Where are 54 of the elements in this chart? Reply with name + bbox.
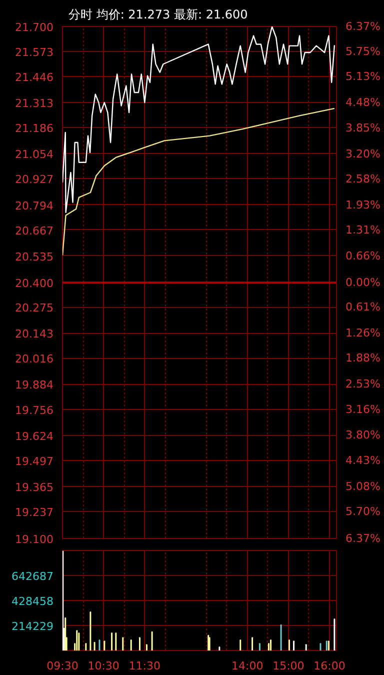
y-tick-label: 19.365 [15, 480, 54, 494]
y2-tick-label: 1.88% [346, 352, 380, 365]
y-tick-label: 20.400 [15, 277, 54, 290]
y-tick-label: 20.143 [15, 328, 54, 341]
y2-tick-label: 0.61% [346, 300, 380, 314]
y2-tick-label: 4.48% [346, 96, 380, 109]
y-tick-label: 20.016 [15, 352, 54, 366]
y2-tick-label: 6.37% [346, 532, 380, 545]
y2-tick-label: 3.20% [346, 147, 380, 160]
y2-tick-label: 3.85% [346, 121, 380, 134]
y2-tick-label: 2.53% [346, 378, 380, 391]
y-tick-label: 20.535 [15, 250, 54, 264]
y2-tick-label: 3.16% [346, 402, 380, 416]
y-tick-label: 20.927 [15, 173, 54, 186]
x-tick-label: 14:00 [232, 660, 264, 672]
y-tick-label: 20.794 [15, 199, 54, 212]
y-tick-label: 20.667 [15, 224, 54, 238]
line-series [62, 26, 336, 213]
y-tick-label: 20.275 [15, 302, 54, 315]
y-tick-label: 19.100 [15, 533, 54, 546]
y2-tick-label: 4.43% [346, 454, 380, 468]
x-tick-label: 16:00 [314, 660, 346, 672]
x-tick-label: 11:30 [128, 660, 161, 672]
y-tick-label: 19.237 [15, 506, 54, 520]
y2-tick-label: 6.37% [346, 20, 380, 33]
y-tick-label: 21.054 [15, 148, 54, 162]
x-tick-label: 09:30 [46, 660, 78, 672]
y-tick-label: 19.756 [15, 404, 54, 417]
y2-tick-label: 0.66% [346, 249, 380, 262]
y-tick-label: 21.700 [15, 21, 54, 34]
y2-tick-label: 0.00% [346, 276, 380, 289]
y-tick-label: 214229 [12, 620, 54, 633]
y2-tick-label: 5.75% [346, 44, 380, 58]
y2-tick-label: 5.08% [346, 480, 380, 494]
y2-tick-label: 2.58% [346, 172, 380, 186]
y-tick-label: 21.313 [15, 97, 54, 110]
x-tick-label: 15:00 [272, 660, 304, 672]
y2-tick-label: 1.31% [346, 223, 380, 236]
y-tick-label: 21.573 [15, 46, 54, 60]
y2-tick-label: 3.80% [346, 428, 380, 442]
y-tick-label: 21.186 [15, 122, 54, 136]
y2-tick-label: 1.93% [346, 198, 380, 212]
y2-tick-label: 5.70% [346, 505, 380, 518]
line-series [62, 108, 336, 256]
y2-tick-label: 5.13% [346, 70, 380, 83]
y-tick-label: 19.497 [15, 454, 54, 468]
y-tick-label: 19.624 [15, 430, 54, 443]
x-tick-label: 10:30 [88, 660, 120, 672]
y-tick-label: 19.884 [15, 378, 54, 392]
y2-tick-label: 1.26% [346, 326, 380, 340]
chart-title: 分时 均价: 21.273 最新: 21.600 [68, 8, 248, 22]
y-tick-label: 642687 [12, 570, 54, 583]
y-tick-label: 21.446 [15, 71, 54, 84]
y-tick-label: 428458 [12, 595, 54, 608]
